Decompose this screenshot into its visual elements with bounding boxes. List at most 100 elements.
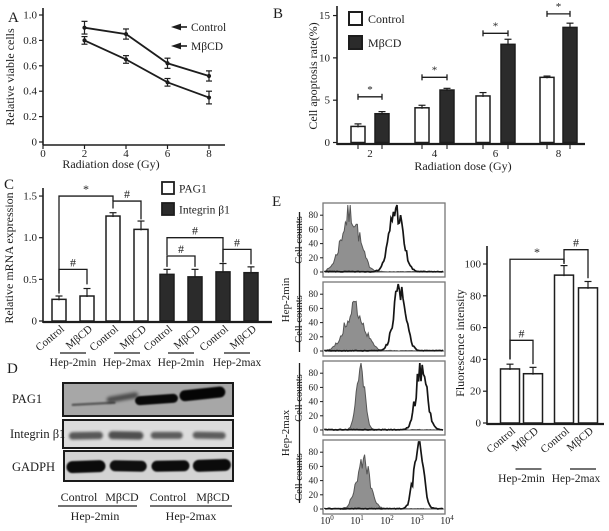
bar <box>215 271 231 322</box>
panel-label-d: D <box>7 361 18 377</box>
lane-label: MβCD <box>196 490 230 504</box>
x-tick-label: 2 <box>82 148 88 160</box>
y-tick-label: 80 <box>309 448 319 458</box>
bar-tick-label: Control <box>538 425 571 456</box>
y-tick-label: 80 <box>309 290 319 300</box>
row-group-label: Hep-2max <box>280 409 292 456</box>
group-label: Hep-2min <box>71 509 120 523</box>
data-point <box>165 61 170 66</box>
y-tick-label: 0 <box>313 505 318 515</box>
legend-marker-arrow-icon <box>171 23 181 31</box>
x-tick-label: 103 <box>410 514 424 527</box>
y-tick-label: 0.2 <box>23 111 37 123</box>
bar <box>553 274 575 424</box>
panel-label-e: E <box>272 194 282 210</box>
y-tick-label: 1.0 <box>23 232 37 244</box>
x-axis-label: Radiation dose (Gy) <box>414 159 511 173</box>
group-label: Hep-2max <box>103 357 152 369</box>
significance-bracket <box>166 255 196 267</box>
bar-tick-label: MβCD <box>228 323 259 352</box>
y-tick-label: 60 <box>309 383 319 393</box>
significance-label: # <box>124 187 130 201</box>
bar <box>159 273 175 322</box>
y-tick-label: 20 <box>309 412 319 422</box>
blot-band <box>71 401 116 407</box>
y-tick-label: 0 <box>476 418 482 430</box>
bar <box>522 372 544 424</box>
legend-swatch <box>161 202 175 216</box>
blot-band <box>192 458 231 472</box>
panel-label-c: C <box>4 177 15 193</box>
bar-tick-label: Control <box>87 323 120 354</box>
blot-band <box>179 386 226 402</box>
x-tick-label: 6 <box>165 148 171 160</box>
significance-label: # <box>573 236 579 250</box>
significance-label: # <box>234 235 240 249</box>
bar <box>577 287 599 424</box>
data-point <box>82 38 87 43</box>
y-tick-label: 80 <box>309 369 319 379</box>
stained-histogram <box>324 362 444 431</box>
lane-label: MβCD <box>105 490 139 504</box>
significance-label: * <box>83 182 89 196</box>
y-tick-label: 100 <box>465 259 482 271</box>
x-tick-label: 102 <box>380 514 394 527</box>
y-tick-label: 5 <box>325 95 331 107</box>
bar-tick-label: MβCD <box>172 323 203 352</box>
bar <box>475 95 491 144</box>
legend-swatch <box>348 35 363 50</box>
blot-band <box>66 460 106 474</box>
bar-tick-label: MβCD <box>565 425 596 454</box>
data-point <box>165 80 170 85</box>
bar <box>51 298 67 322</box>
x-tick-label: 2 <box>367 148 373 160</box>
panel-a-line-chart: 0 2 4 6 8 0 0.2 0.4 0.6 0.8 1.0 Radiation dose (Gy)… <box>3 8 226 171</box>
y-tick-label: 0 <box>32 137 38 149</box>
histogram-frame <box>322 360 446 436</box>
significance-bracket <box>58 195 114 294</box>
significance-label: # <box>70 255 76 269</box>
stained-histogram <box>324 204 444 273</box>
y-tick-label: 40 <box>309 398 319 408</box>
significance-bracket <box>58 268 88 292</box>
stained-histogram <box>324 441 444 510</box>
y-tick-label: 0.8 <box>23 35 37 47</box>
significance-label: # <box>192 224 198 238</box>
x-tick-label: 6 <box>493 148 499 160</box>
x-tick-label: 100 <box>320 514 334 527</box>
lane-label: Control <box>61 490 98 504</box>
legend-label: MβCD <box>368 36 402 50</box>
bar <box>187 276 203 322</box>
y-tick-label: 40 <box>309 240 319 250</box>
y-tick-label: 60 <box>309 304 319 314</box>
significance-bracket <box>112 200 142 220</box>
significance-label: * <box>493 20 499 32</box>
bar <box>499 368 521 424</box>
x-tick-label: 4 <box>123 148 129 160</box>
bar-tick-label: Control <box>197 323 230 354</box>
y-axis-label: Cell apoptosis rate(%) <box>306 22 320 129</box>
bar-tick-label: MβCD <box>510 425 541 454</box>
group-label: Hep-2max <box>552 473 601 485</box>
x-tick-label: 8 <box>556 148 562 160</box>
legend-marker-arrow-icon <box>171 42 181 50</box>
data-point <box>206 95 212 100</box>
panel-d-western-blot: PAG1 Integrin β1 GADPH Control MβCD Control Mβ… <box>10 382 234 523</box>
significance-label: * <box>367 84 373 96</box>
blot-band <box>109 460 147 472</box>
blot-row-label: Integrin β1 <box>10 427 65 441</box>
y-tick-label: 0.6 <box>23 60 37 72</box>
panel-c-bar-chart: 0 0.5 1.0 1.5 Relative mRNA expression Contro… <box>2 181 272 369</box>
series-line <box>84 39 210 99</box>
blot-band <box>151 460 190 472</box>
data-point <box>82 25 87 30</box>
y-tick-label: 60 <box>470 322 482 334</box>
legend-label: Control <box>368 12 405 26</box>
bar <box>539 76 555 144</box>
panel-b-bar-chart: 0 5 10 15 2 * 4 * 6 * 8 * Radiation dose (Gy) Cell ap… <box>306 1 585 173</box>
y-tick-label: 80 <box>470 290 482 302</box>
blot-band <box>192 431 226 440</box>
x-tick-label: 104 <box>440 514 454 527</box>
blot-band <box>108 431 144 440</box>
